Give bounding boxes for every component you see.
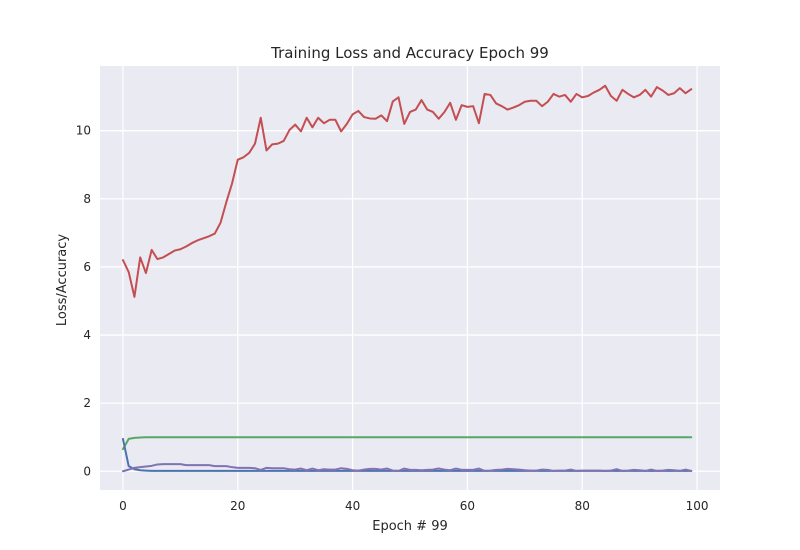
x-axis-label: Epoch # 99	[372, 519, 448, 534]
series-line-3	[121, 463, 693, 473]
y-tick-label: 8	[83, 192, 91, 206]
x-axis-ticks: 0 20 40 60 80 100	[119, 499, 708, 513]
x-tick-label: 0	[119, 499, 127, 513]
x-tick-label: 60	[460, 499, 475, 513]
plot-area	[100, 66, 720, 490]
series-line-0	[121, 84, 693, 298]
y-axis-ticks: 0 2 4 6 8 10	[76, 124, 91, 479]
x-tick-label: 40	[345, 499, 360, 513]
x-tick-label: 20	[230, 499, 245, 513]
series-line-1	[121, 436, 693, 451]
series-lines	[121, 84, 693, 473]
y-tick-label: 0	[83, 464, 91, 478]
y-tick-label: 10	[76, 124, 91, 138]
x-tick-label: 80	[575, 499, 590, 513]
chart-title: Training Loss and Accuracy Epoch 99	[270, 44, 549, 62]
y-axis-label: Loss/Accuracy	[55, 234, 70, 327]
y-tick-label: 4	[83, 328, 91, 342]
y-tick-label: 2	[83, 396, 91, 410]
y-tick-label: 6	[83, 260, 91, 274]
x-tick-label: 100	[686, 499, 709, 513]
